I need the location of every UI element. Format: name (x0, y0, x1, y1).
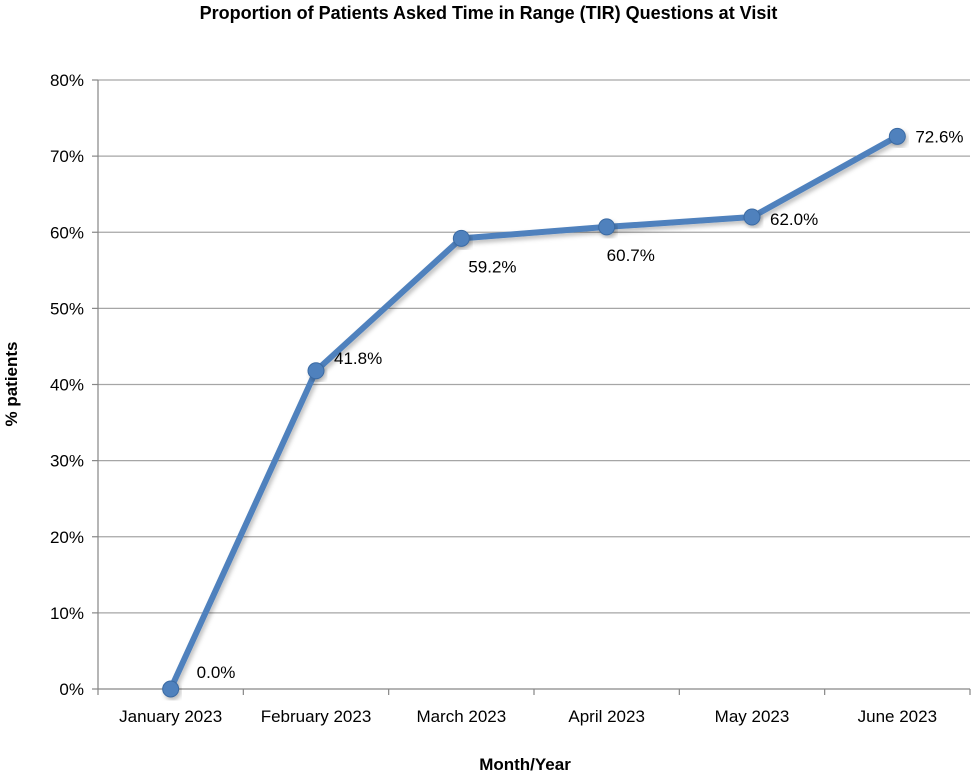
data-point (307, 362, 325, 380)
y-tick-label: 40% (50, 376, 84, 395)
y-tick-label: 30% (50, 452, 84, 471)
y-tick-label: 50% (50, 299, 84, 318)
chart-title: Proportion of Patients Asked Time in Ran… (199, 3, 778, 23)
x-tick-label: June 2023 (858, 707, 937, 726)
data-point (452, 229, 470, 247)
gridlines (98, 79, 970, 614)
y-tick-label: 0% (59, 680, 84, 699)
data-point (598, 218, 616, 236)
series-line-group (162, 127, 906, 698)
y-tick-label: 80% (50, 71, 84, 90)
data-label: 0.0% (197, 663, 236, 682)
y-tick-label: 60% (50, 223, 84, 242)
x-axis-title: Month/Year (479, 755, 571, 774)
data-point (743, 208, 761, 226)
data-label: 62.0% (770, 210, 818, 229)
x-tick-label: April 2023 (568, 707, 645, 726)
data-labels: 0.0% 41.8% 59.2% 60.7% 62.0% 72.6% (197, 127, 964, 682)
axes: 0% 10% 20% 30% 40% 50% 60% 70% 80% January 2023 Fe… (50, 71, 971, 726)
y-tick-label: 20% (50, 528, 84, 547)
data-point (162, 680, 180, 698)
data-label: 41.8% (334, 349, 382, 368)
x-tick-label: May 2023 (715, 707, 790, 726)
y-tick-label: 10% (50, 604, 84, 623)
y-tick-label: 70% (50, 147, 84, 166)
x-tick-label: January 2023 (119, 707, 222, 726)
data-label: 72.6% (915, 127, 963, 146)
data-label: 60.7% (607, 246, 655, 265)
x-tick-label: March 2023 (416, 707, 506, 726)
x-tick-label: February 2023 (261, 707, 372, 726)
data-point (888, 127, 906, 145)
data-label: 59.2% (468, 257, 516, 276)
series-line (167, 133, 901, 692)
